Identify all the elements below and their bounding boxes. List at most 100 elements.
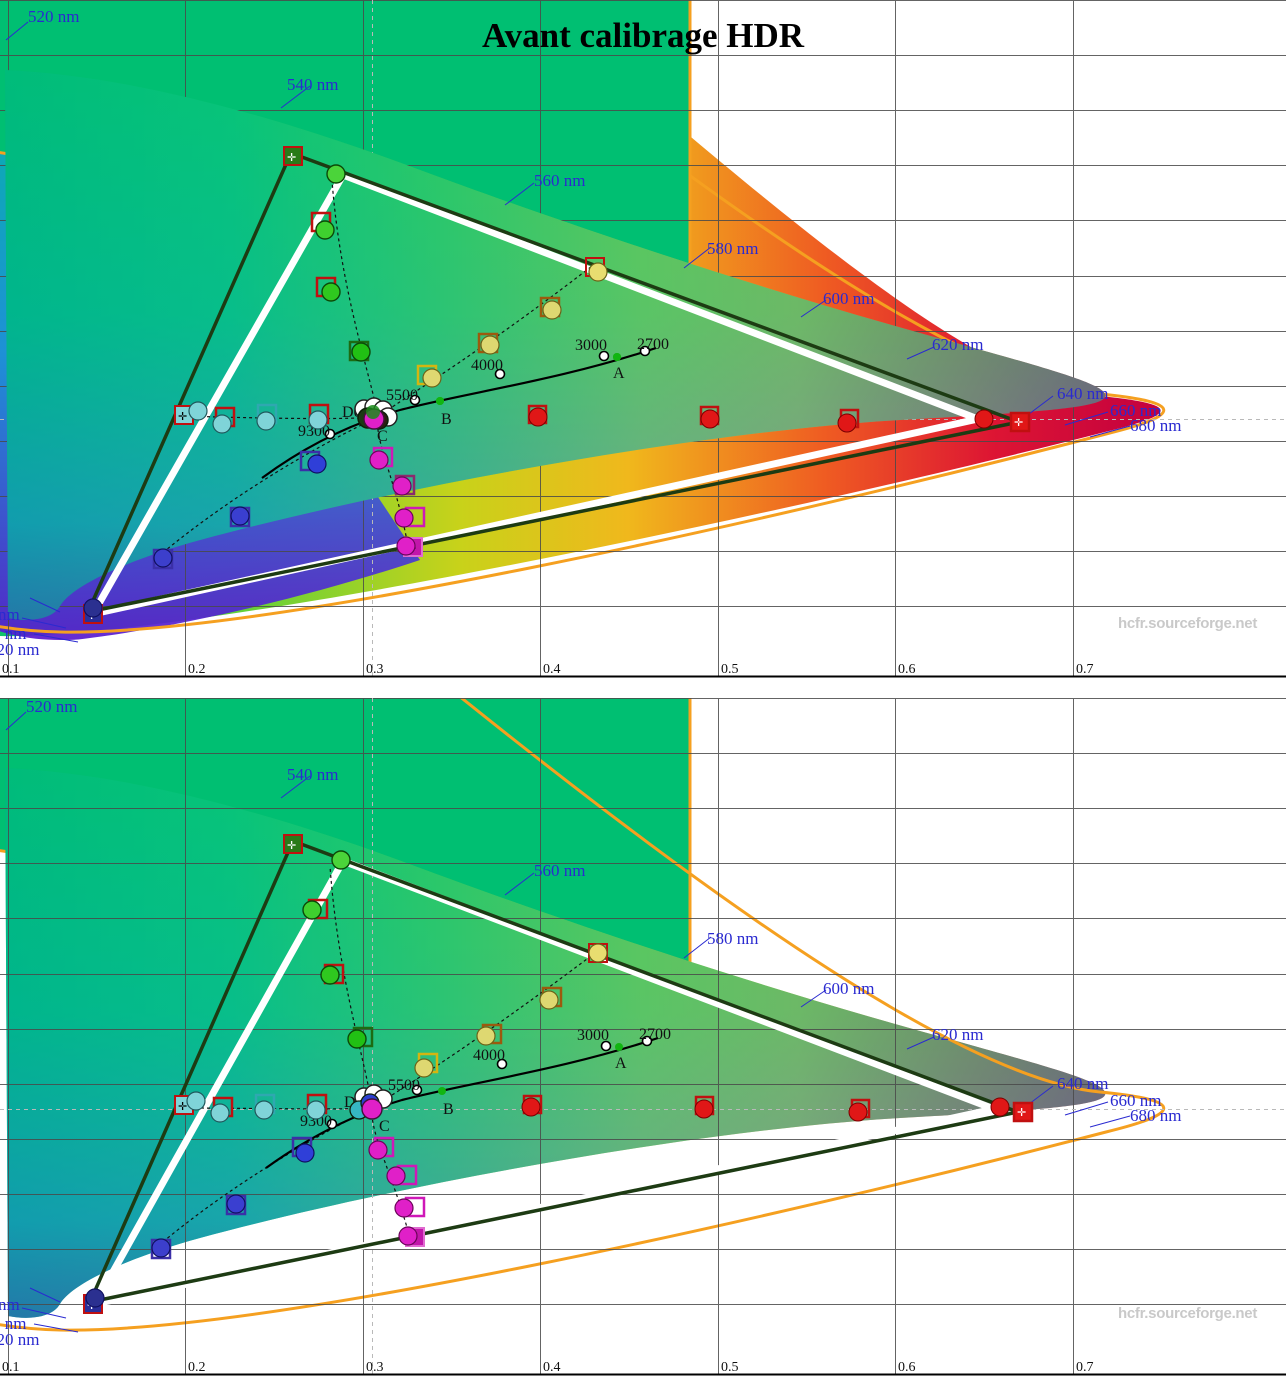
reference-gamut-triangle	[89, 171, 982, 618]
wl-660: 660 nm	[1110, 401, 1161, 420]
xtick2-5: 0.6	[898, 1360, 916, 1375]
label-illuminant-b: B	[441, 411, 452, 428]
svg-text:✛: ✛	[1014, 417, 1023, 429]
marker-group-blue-2[interactable]: ✛	[83, 1136, 315, 1314]
wl2-clip-1: nm	[0, 1295, 20, 1314]
wl2-540: 540 nm	[287, 765, 338, 784]
label2-9300: 9300	[300, 1113, 332, 1130]
xtick2-6: 0.7	[1076, 1360, 1094, 1375]
marker-group-cyan[interactable]: ✛	[174, 401, 330, 434]
wl-600: 600 nm	[823, 289, 874, 308]
measured-gamut-triangle	[86, 151, 1021, 614]
xtick-4: 0.5	[721, 662, 739, 677]
xtick-5: 0.6	[898, 662, 916, 677]
xtick-0: 0.1	[2, 662, 20, 677]
wl2-580: 580 nm	[707, 929, 758, 948]
marker-group-yellow-2[interactable]	[414, 943, 608, 1078]
marker-group-blue[interactable]: ✛	[83, 450, 327, 624]
marker-group-red[interactable]: ✛	[527, 404, 1031, 433]
wl-680: 680 nm	[1130, 416, 1181, 435]
svg-text:✛: ✛	[287, 840, 296, 852]
x-axis-labels: 0.1 0.2 0.3 0.4 0.5 0.6 0.7	[2, 662, 1094, 677]
xtick-1: 0.2	[188, 662, 206, 677]
measurement-markers-before: ✛ ✛	[83, 146, 1031, 624]
wavelength-callouts-2	[5, 711, 1131, 1333]
label2-2700: 2700	[639, 1026, 671, 1043]
label-4000: 4000	[471, 357, 503, 374]
wl2-680: 680 nm	[1130, 1106, 1181, 1125]
marker-group-magenta[interactable]: ✛	[369, 446, 426, 557]
label-illuminant-a: A	[613, 365, 625, 382]
label2-illuminant-c: C	[379, 1118, 390, 1135]
xtick-3: 0.4	[543, 662, 561, 677]
wl-clip-1: nm	[0, 605, 20, 624]
wavelength-label-texts-2: 520 nm 540 nm 560 nm 580 nm 600 nm 620 n…	[0, 698, 1181, 1349]
xtick2-3: 0.4	[543, 1360, 561, 1375]
marker-group-yellow[interactable]: ✛	[416, 257, 608, 388]
marker-group-cyan-2[interactable]: ✛	[174, 1091, 328, 1123]
label2-3000: 3000	[577, 1027, 609, 1044]
xtick2-0: 0.1	[2, 1360, 20, 1375]
xtick-6: 0.7	[1076, 662, 1094, 677]
marker-group-grayscale-2[interactable]	[349, 1084, 393, 1120]
planckian-locus	[261, 346, 657, 479]
planckian-locus-2	[265, 1036, 659, 1169]
label2-4000: 4000	[473, 1047, 505, 1064]
temperature-labels-2: 2700 3000 4000 5500 9300 D65 A B C	[300, 1026, 671, 1135]
marker-group-green-2[interactable]: ✛	[283, 834, 374, 1049]
label-illuminant-c: C	[377, 428, 388, 445]
wl-clip-2: 0 nm	[0, 624, 26, 643]
wl-620: 620 nm	[932, 335, 983, 354]
illuminant-b-dot	[436, 397, 444, 405]
marker-group-green[interactable]: ✛	[283, 146, 371, 362]
svg-text:✛: ✛	[287, 152, 296, 164]
planckian-ticks-2	[326, 1035, 653, 1130]
marker-group-red-2[interactable]: ✛	[521, 1094, 1034, 1123]
chart-before-calibration: 0.1 0.2 0.3 0.4 0.5 0.6 0.7	[0, 0, 1286, 678]
illuminant-b-dot-2	[438, 1087, 446, 1095]
wl-520: 520 nm	[28, 7, 79, 26]
watermark-before: hcfr.sourceforge.net	[1118, 615, 1258, 632]
xtick2-2: 0.3	[366, 1360, 384, 1375]
cie-chart-before-svg: 0.1 0.2 0.3 0.4 0.5 0.6 0.7	[0, 0, 1286, 678]
label2-5500: 5500	[388, 1077, 420, 1094]
chart-after-calibration: 0.1 0.2 0.3 0.4 0.5 0.6 0.7	[0, 698, 1286, 1396]
wl2-420: 420 nm	[0, 1330, 39, 1349]
xtick-2: 0.3	[366, 662, 384, 677]
watermark-after: hcfr.sourceforge.net	[1118, 1305, 1258, 1322]
wl-560: 560 nm	[534, 171, 585, 190]
wl2-660: 660 nm	[1110, 1091, 1161, 1110]
marker-group-grayscale[interactable]	[354, 397, 398, 430]
label2-illuminant-a: A	[615, 1055, 627, 1072]
svg-text:✛: ✛	[1017, 1107, 1026, 1119]
reference-gamut-triangle-2	[91, 857, 998, 1308]
wl2-clip-2: 0 nm	[0, 1314, 26, 1333]
measured-gamut-triangle-2	[88, 839, 1020, 1304]
wl2-600: 600 nm	[823, 979, 874, 998]
cie-chart-after-svg: 0.1 0.2 0.3 0.4 0.5 0.6 0.7	[0, 698, 1286, 1396]
wl-580: 580 nm	[707, 239, 758, 258]
svg-text:✛: ✛	[178, 411, 187, 423]
wl-540: 540 nm	[287, 75, 338, 94]
cie-horseshoe-2	[0, 698, 1166, 1332]
chart-title-before: Avant calibrage HDR	[481, 16, 805, 55]
marker-group-magenta-2[interactable]	[368, 1136, 426, 1247]
wl-640: 640 nm	[1057, 384, 1108, 403]
label-3000: 3000	[575, 337, 607, 354]
x-axis-labels-2: 0.1 0.2 0.3 0.4 0.5 0.6 0.7	[2, 1360, 1094, 1375]
wl2-640: 640 nm	[1057, 1074, 1108, 1093]
wl-420: 420 nm	[0, 640, 39, 659]
wl2-620: 620 nm	[932, 1025, 983, 1044]
illuminant-a-dot-2	[615, 1043, 623, 1051]
xtick2-4: 0.5	[721, 1360, 739, 1375]
wl2-520: 520 nm	[26, 698, 77, 716]
illuminant-a-dot	[613, 353, 621, 361]
measurement-markers-after: ✛ ✛	[83, 834, 1034, 1314]
grid-2	[0, 698, 1286, 1374]
wavelength-label-texts: 520 nm 540 nm 560 nm 580 nm 600 nm 620 n…	[0, 7, 1181, 659]
xtick2-1: 0.2	[188, 1360, 206, 1375]
label-5500: 5500	[386, 387, 418, 404]
label2-illuminant-b: B	[443, 1101, 454, 1118]
svg-text:✛: ✛	[178, 1101, 187, 1113]
